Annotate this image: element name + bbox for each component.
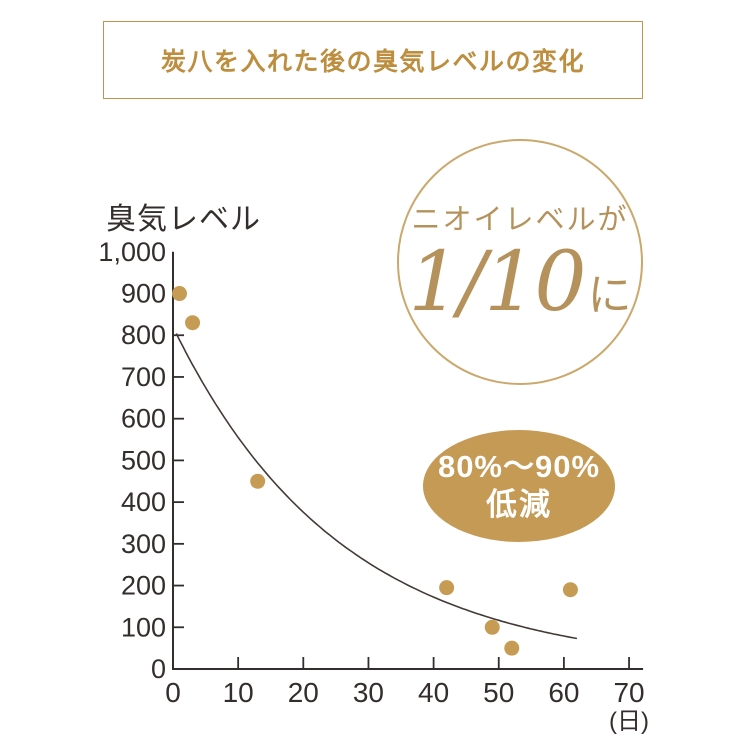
chart-title-box: 炭八を入れた後の臭気レベルの変化: [103, 21, 643, 99]
ratio-badge-fraction-row: 1/10 に: [408, 234, 632, 330]
reduction-badge-percent: 80%〜90%: [437, 449, 601, 485]
chart-title: 炭八を入れた後の臭気レベルの変化: [160, 48, 585, 76]
y-tick-label: 1,000: [98, 237, 166, 267]
y-tick-label: 200: [121, 571, 166, 601]
y-tick-label: 900: [121, 279, 166, 309]
data-point: [172, 286, 188, 302]
x-tick-label: 60: [548, 677, 579, 708]
y-tick-label: 700: [121, 362, 166, 392]
x-axis-unit-label: (日): [609, 708, 649, 735]
data-point: [562, 582, 578, 598]
x-tick-label: 40: [418, 677, 449, 708]
y-tick-label: 600: [121, 404, 166, 434]
data-point: [504, 640, 520, 656]
y-tick-label: 500: [121, 445, 166, 475]
x-tick-label: 70: [613, 677, 644, 708]
reduction-badge-label: 低減: [486, 486, 552, 522]
ratio-badge-circle: ニオイレベルが 1/10 に: [397, 139, 643, 385]
y-tick-label: 300: [121, 529, 166, 559]
trend-curve: [175, 333, 578, 640]
data-point: [185, 315, 201, 331]
data-point: [250, 473, 266, 489]
x-tick-label: 50: [483, 677, 514, 708]
y-tick-label: 400: [121, 487, 166, 517]
y-axis-title: 臭気レベル: [106, 203, 261, 236]
data-point: [439, 580, 455, 596]
y-tick-label: 800: [121, 320, 166, 350]
ratio-badge-suffix: に: [587, 269, 632, 321]
y-tick-label: 100: [121, 612, 166, 642]
y-tick-label: 0: [151, 654, 166, 684]
ratio-badge-fraction: 1/10: [408, 234, 586, 330]
x-tick-label: 30: [353, 677, 384, 708]
x-tick-label: 20: [288, 677, 319, 708]
x-tick-label: 0: [165, 677, 181, 708]
reduction-badge-ellipse: 80%〜90% 低減: [423, 430, 615, 542]
axis-lines: [172, 251, 644, 670]
ratio-badge-label: ニオイレベルが: [411, 201, 629, 236]
data-point: [484, 619, 500, 635]
x-tick-label: 10: [223, 677, 254, 708]
